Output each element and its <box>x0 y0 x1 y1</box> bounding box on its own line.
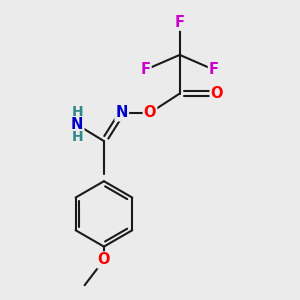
Text: H: H <box>71 130 83 144</box>
Text: O: O <box>144 105 156 120</box>
Text: F: F <box>175 15 185 30</box>
Text: O: O <box>211 86 223 101</box>
Text: O: O <box>98 253 110 268</box>
Text: F: F <box>209 62 219 77</box>
Text: F: F <box>140 62 151 77</box>
Text: H: H <box>71 105 83 119</box>
Text: N: N <box>71 117 83 132</box>
Text: N: N <box>116 105 128 120</box>
